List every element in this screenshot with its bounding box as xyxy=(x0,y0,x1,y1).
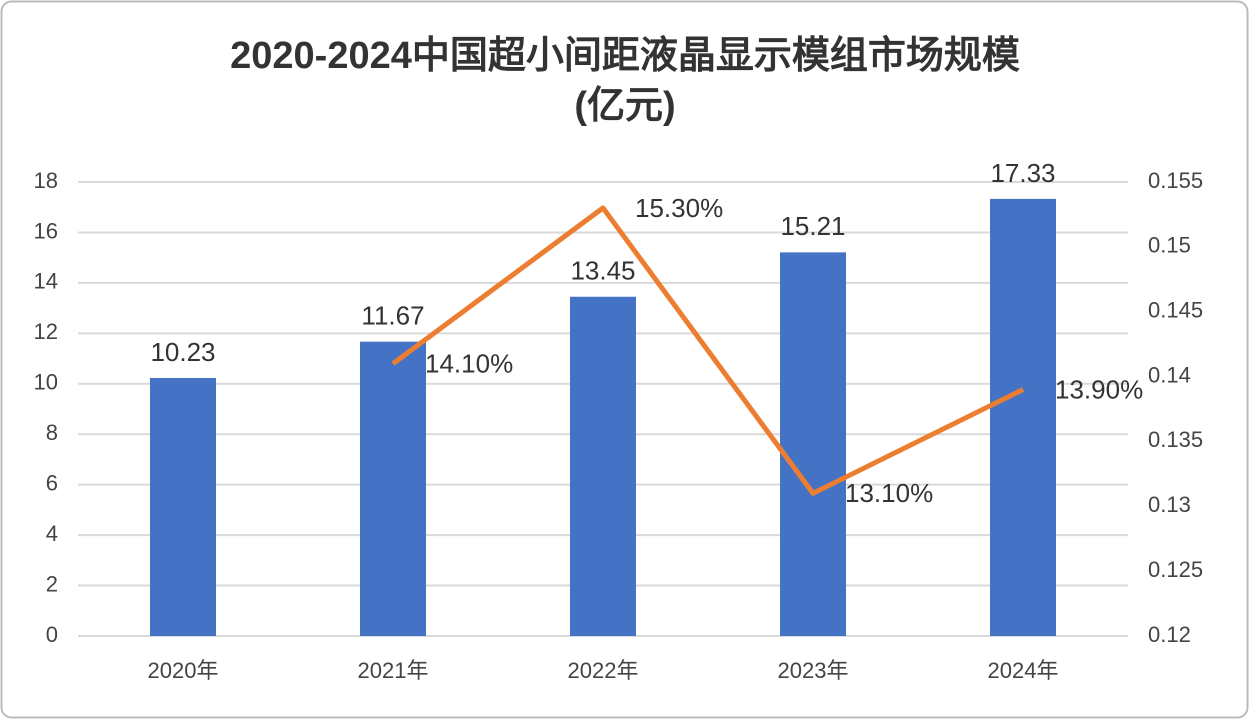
bar xyxy=(150,377,216,636)
bar xyxy=(360,341,426,636)
y-tick-label: 18 xyxy=(34,168,58,193)
y2-tick-label: 0.155 xyxy=(1148,168,1203,193)
y2-tick-label: 0.145 xyxy=(1148,298,1203,323)
y-tick-label: 0 xyxy=(46,622,58,647)
y2-tick-label: 0.14 xyxy=(1148,362,1191,387)
y2-tick-label: 0.125 xyxy=(1148,557,1203,582)
y-tick-label: 10 xyxy=(34,370,58,395)
y-tick-label: 4 xyxy=(46,521,58,546)
y2-tick-label: 0.15 xyxy=(1148,233,1191,258)
bar-value-label: 15.21 xyxy=(780,211,845,241)
y-tick-label: 8 xyxy=(46,420,58,445)
x-tick-label: 2020年 xyxy=(148,658,219,683)
bar xyxy=(780,252,846,636)
y-tick-label: 2 xyxy=(46,571,58,596)
y2-tick-label: 0.135 xyxy=(1148,427,1203,452)
line-value-label: 15.30% xyxy=(635,193,723,223)
bar-value-label: 11.67 xyxy=(361,301,424,331)
x-tick-label: 2021年 xyxy=(358,658,429,683)
bar xyxy=(570,296,636,636)
line-value-label: 13.90% xyxy=(1055,374,1143,404)
bar-value-label: 17.33 xyxy=(990,158,1055,188)
x-tick-label: 2023年 xyxy=(778,658,849,683)
chart-title: 2020-2024中国超小间距液晶显示模组市场规模 xyxy=(230,35,1020,77)
line-series xyxy=(391,205,1025,496)
bar xyxy=(990,198,1056,636)
y-tick-label: 6 xyxy=(46,470,58,495)
chart-title: (亿元) xyxy=(574,85,675,127)
x-tick-label: 2024年 xyxy=(988,658,1059,683)
y2-tick-label: 0.13 xyxy=(1148,492,1191,517)
bar-value-label: 13.45 xyxy=(570,256,635,286)
bar-value-label: 10.23 xyxy=(150,337,215,367)
y-tick-label: 12 xyxy=(34,319,58,344)
y2-tick-label: 0.12 xyxy=(1148,622,1191,647)
y-tick-label: 16 xyxy=(34,218,58,243)
line-value-label: 13.10% xyxy=(845,478,933,508)
y-tick-label: 14 xyxy=(34,269,58,294)
line-value-label: 14.10% xyxy=(425,348,513,378)
x-tick-label: 2022年 xyxy=(568,658,639,683)
